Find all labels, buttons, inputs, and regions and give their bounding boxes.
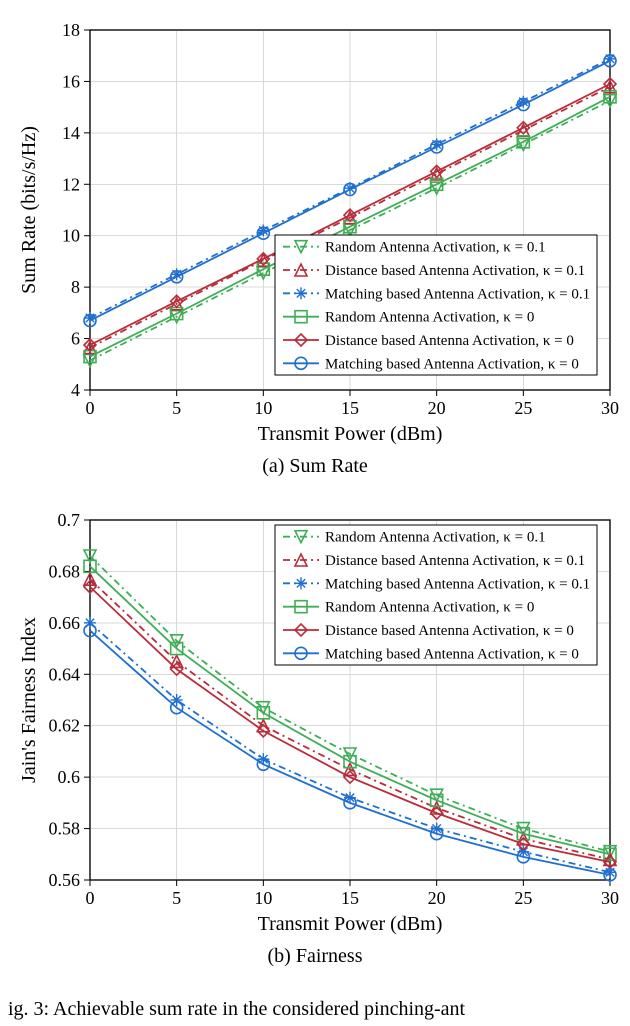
svg-text:Matching based Antenna Activat: Matching based Antenna Activation, κ = 0…	[325, 576, 590, 592]
svg-text:Jain's Fairness Index: Jain's Fairness Index	[18, 617, 40, 783]
svg-text:10: 10	[62, 226, 80, 246]
svg-text:10: 10	[254, 888, 272, 908]
panel-a: 0 5 10 15 20 25 30 4 6 8 10 12 14 16 18 Transmit Power …	[0, 10, 630, 450]
panel-a-caption: (a) Sum Rate	[0, 455, 630, 478]
svg-text:Random Antenna Activation, κ =: Random Antenna Activation, κ = 0.1	[325, 530, 546, 546]
panel-b: 0 5 10 15 20 25 30 0.56 0.58 0.6 0.62 0.64 0.66 0.68 0…	[0, 500, 630, 940]
svg-text:25: 25	[514, 398, 532, 418]
svg-text:0.6: 0.6	[58, 767, 81, 787]
svg-text:0.66: 0.66	[49, 613, 81, 633]
figure-caption-partial: ig. 3: Achievable sum rate in the consid…	[8, 998, 630, 1021]
svg-text:Matching based Antenna Activat: Matching based Antenna Activation, κ = 0	[325, 356, 579, 372]
svg-text:0: 0	[86, 398, 95, 418]
svg-text:Distance based Antenna Activat: Distance based Antenna Activation, κ = 0…	[325, 553, 585, 569]
svg-text:0.58: 0.58	[49, 819, 81, 839]
svg-text:8: 8	[71, 277, 80, 297]
svg-text:0.64: 0.64	[49, 664, 81, 684]
legend: Random Antenna Activation, κ = 0.1 Distan…	[275, 525, 597, 665]
svg-text:Distance based Antenna Activat: Distance based Antenna Activation, κ = 0	[325, 623, 574, 639]
svg-text:15: 15	[341, 398, 359, 418]
svg-text:6: 6	[71, 329, 80, 349]
svg-text:Sum Rate (bits/s/Hz): Sum Rate (bits/s/Hz)	[18, 126, 40, 294]
svg-text:0.56: 0.56	[49, 870, 81, 890]
svg-text:Random Antenna Activation, κ =: Random Antenna Activation, κ = 0.1	[325, 240, 546, 256]
svg-text:Transmit Power (dBm): Transmit Power (dBm)	[258, 913, 443, 935]
svg-text:5: 5	[172, 398, 181, 418]
svg-text:0.62: 0.62	[49, 716, 81, 736]
panel-b-caption: (b) Fairness	[0, 945, 630, 968]
svg-text:20: 20	[428, 398, 446, 418]
svg-text:Matching based Antenna Activat: Matching based Antenna Activation, κ = 0	[325, 646, 579, 662]
svg-text:Transmit Power (dBm): Transmit Power (dBm)	[258, 423, 443, 445]
page: { "figure": { "fig_line_partial": "ig. 3…	[0, 0, 630, 1026]
svg-text:20: 20	[428, 888, 446, 908]
svg-text:10: 10	[254, 398, 272, 418]
svg-text:4: 4	[71, 380, 80, 400]
svg-text:30: 30	[601, 888, 619, 908]
svg-text:Distance based Antenna Activat: Distance based Antenna Activation, κ = 0	[325, 333, 574, 349]
svg-text:5: 5	[172, 888, 181, 908]
svg-text:15: 15	[341, 888, 359, 908]
sum-rate-chart: 0 5 10 15 20 25 30 4 6 8 10 12 14 16 18 Transmit Power …	[0, 10, 630, 450]
svg-text:Matching based Antenna Activat: Matching based Antenna Activation, κ = 0…	[325, 286, 590, 302]
fairness-chart: 0 5 10 15 20 25 30 0.56 0.58 0.6 0.62 0.64 0.66 0.68 0…	[0, 500, 630, 940]
svg-text:25: 25	[514, 888, 532, 908]
svg-text:14: 14	[62, 123, 80, 143]
svg-text:16: 16	[62, 71, 80, 91]
svg-text:0: 0	[86, 888, 95, 908]
svg-text:12: 12	[62, 174, 80, 194]
legend: Random Antenna Activation, κ = 0.1 Distan…	[275, 235, 597, 375]
svg-text:18: 18	[62, 20, 80, 40]
svg-text:Distance based Antenna Activat: Distance based Antenna Activation, κ = 0…	[325, 263, 585, 279]
svg-text:Random Antenna Activation, κ =: Random Antenna Activation, κ = 0	[325, 310, 534, 326]
svg-text:Random Antenna Activation, κ =: Random Antenna Activation, κ = 0	[325, 600, 534, 616]
svg-text:30: 30	[601, 398, 619, 418]
svg-text:0.68: 0.68	[49, 561, 81, 581]
svg-text:0.7: 0.7	[58, 510, 81, 530]
